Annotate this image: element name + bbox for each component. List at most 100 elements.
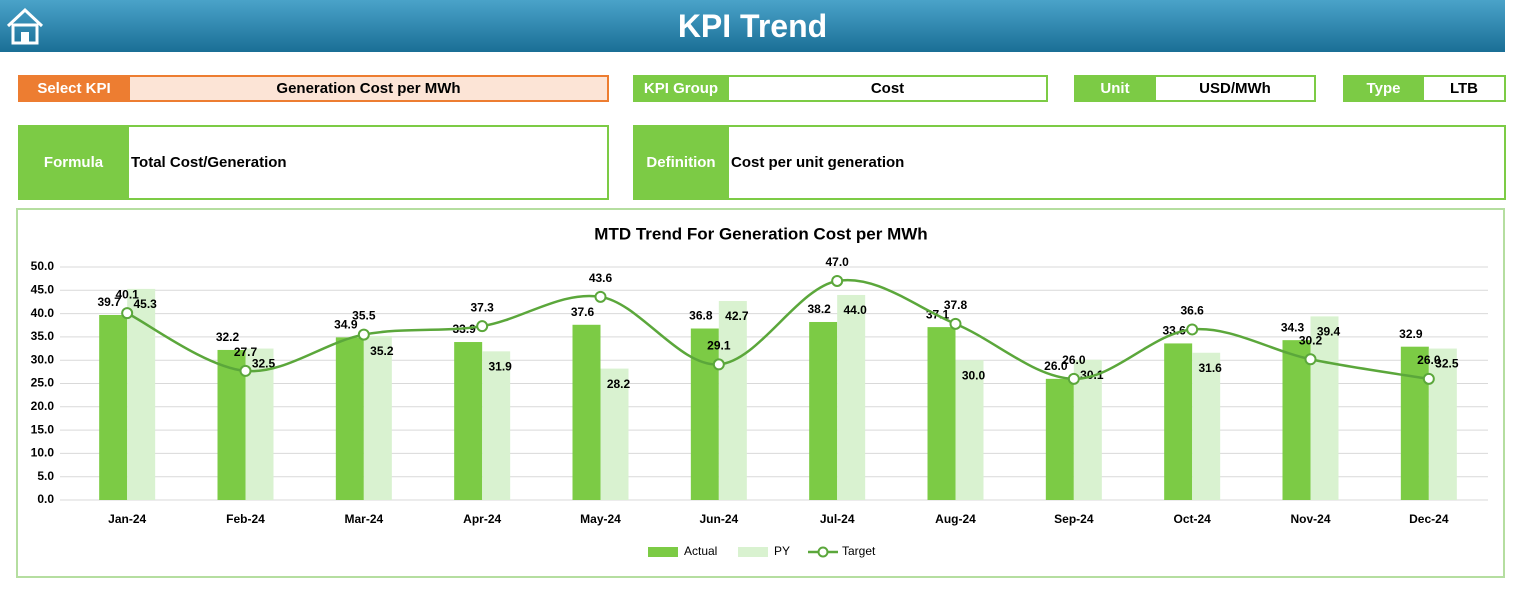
data-label: 32.5	[1435, 357, 1459, 371]
data-label: 26.0	[1044, 359, 1068, 373]
y-tick-label: 15.0	[31, 422, 55, 436]
chart-title: MTD Trend For Generation Cost per MWh	[594, 224, 927, 243]
target-marker	[712, 358, 725, 371]
x-tick-label: Nov-24	[1290, 512, 1330, 526]
y-tick-label: 50.0	[31, 259, 55, 273]
data-label: 35.2	[370, 344, 394, 358]
data-label: 36.6	[1180, 304, 1204, 318]
target-marker	[239, 364, 252, 377]
target-marker	[476, 320, 489, 333]
data-label: 34.3	[1281, 320, 1305, 334]
data-label: 39.7	[97, 295, 121, 309]
bar	[1164, 343, 1193, 500]
bar	[1045, 378, 1074, 500]
field-value: USD/MWh	[1154, 75, 1316, 102]
bar	[127, 288, 156, 500]
data-label: 32.9	[1399, 327, 1423, 341]
data-label: 32.2	[216, 330, 240, 344]
data-label: 39.4	[1317, 325, 1341, 339]
data-label: 40.1	[115, 287, 139, 301]
formula-value: Total Cost/Generation	[127, 125, 609, 200]
x-tick-label: Apr-24	[463, 512, 501, 526]
bar	[690, 328, 719, 500]
bar	[99, 314, 128, 500]
legend-label: Actual	[684, 544, 717, 558]
field-label: KPI Group	[633, 75, 729, 102]
y-tick-label: 0.0	[37, 492, 54, 506]
bar	[335, 337, 364, 500]
legend-swatch	[738, 547, 768, 557]
data-label: 26.0	[1062, 353, 1086, 367]
data-label: 27.7	[234, 345, 258, 359]
bar	[809, 321, 838, 500]
bar	[1310, 316, 1339, 500]
field-label: Select KPI	[18, 75, 130, 102]
data-label: 32.5	[252, 357, 276, 371]
data-label: 37.6	[571, 305, 595, 319]
home-icon[interactable]	[4, 6, 46, 46]
data-label: 35.5	[352, 309, 376, 323]
y-tick-label: 40.0	[31, 306, 55, 320]
target-marker	[1067, 372, 1080, 385]
data-label: 47.0	[825, 255, 849, 269]
legend-swatch	[648, 547, 678, 557]
data-label: 36.8	[689, 309, 713, 323]
y-tick-label: 5.0	[37, 469, 54, 483]
x-tick-label: Oct-24	[1173, 512, 1211, 526]
target-marker	[831, 274, 844, 287]
x-tick-label: Jun-24	[699, 512, 738, 526]
data-label: 28.2	[607, 377, 631, 391]
data-label: 37.8	[944, 298, 968, 312]
data-label: 43.6	[589, 271, 613, 285]
data-label: 30.2	[1299, 333, 1323, 347]
bar	[927, 327, 956, 500]
bar	[1073, 359, 1102, 500]
data-label: 30.0	[962, 368, 986, 382]
field-label: Unit	[1074, 75, 1156, 102]
field-label: Type	[1343, 75, 1424, 102]
bar	[363, 335, 392, 500]
x-tick-label: Dec-24	[1409, 512, 1449, 526]
target-marker	[357, 328, 370, 341]
data-label: 45.3	[133, 297, 157, 311]
bar	[837, 294, 866, 500]
target-marker	[1304, 353, 1317, 366]
y-tick-label: 25.0	[31, 376, 55, 390]
data-label: 34.9	[334, 318, 358, 332]
bar	[1400, 346, 1429, 500]
y-tick-label: 20.0	[31, 399, 55, 413]
bar	[1428, 348, 1457, 500]
bar	[454, 342, 483, 500]
data-label: 38.2	[807, 302, 831, 316]
y-tick-label: 10.0	[31, 446, 55, 460]
page-title: KPI Trend	[677, 8, 828, 44]
formula-label: Formula	[18, 125, 129, 200]
x-tick-label: May-24	[580, 512, 621, 526]
data-label: 29.1	[707, 339, 731, 353]
legend-label: PY	[774, 544, 790, 558]
data-label: 31.6	[1198, 361, 1222, 375]
chart-frame	[16, 208, 1505, 578]
x-tick-label: Mar-24	[344, 512, 383, 526]
target-marker	[594, 290, 607, 303]
bar	[482, 351, 511, 500]
x-tick-label: Jul-24	[820, 512, 855, 526]
definition-value: Cost per unit generation	[727, 125, 1506, 200]
data-label: 31.9	[488, 360, 512, 374]
bar	[217, 349, 246, 500]
bar	[955, 360, 984, 500]
field-value[interactable]: Generation Cost per MWh	[128, 75, 609, 102]
target-marker	[121, 307, 134, 320]
field-value: LTB	[1422, 75, 1506, 102]
bar	[718, 301, 747, 500]
bar	[572, 324, 601, 500]
data-label: 33.6	[1162, 324, 1186, 338]
x-tick-label: Jan-24	[108, 512, 146, 526]
definition-label: Definition	[633, 125, 729, 200]
legend-swatch	[817, 546, 829, 558]
data-label: 44.0	[843, 303, 867, 317]
field-value: Cost	[727, 75, 1048, 102]
x-tick-label: Sep-24	[1054, 512, 1094, 526]
